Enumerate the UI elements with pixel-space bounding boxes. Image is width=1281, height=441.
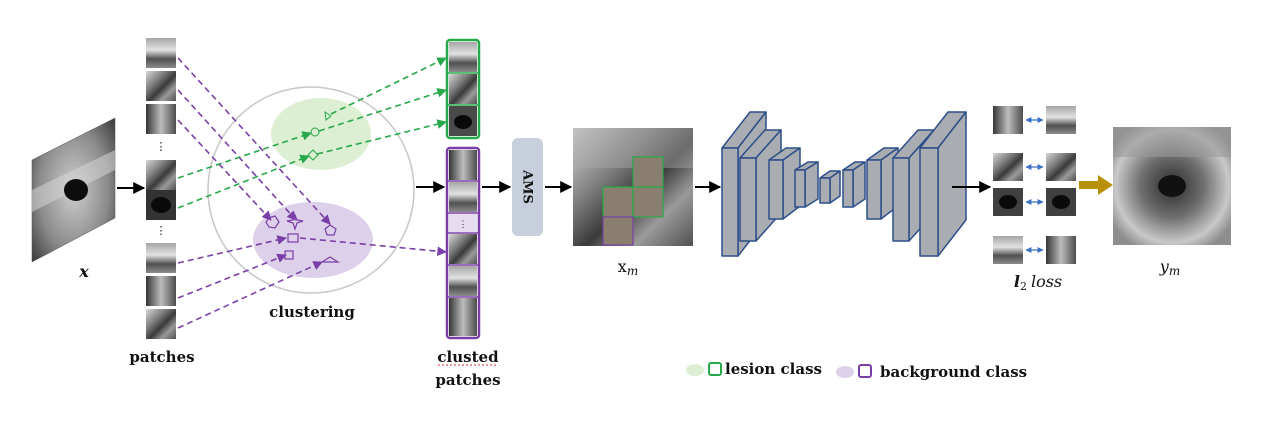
input-label: x xyxy=(78,262,89,281)
legend-background-label: background class xyxy=(880,363,1027,381)
clustering-circle xyxy=(207,86,415,294)
loss-patch-pairs xyxy=(993,106,1076,264)
loss-label: l2 loss xyxy=(1014,272,1062,293)
patches-ellipsis-bottom: ⋮ xyxy=(156,224,167,237)
legend-lesion-blob xyxy=(686,364,704,376)
loss-compare-arrows xyxy=(1025,117,1044,253)
background-patch-stack xyxy=(445,146,481,340)
ams-box xyxy=(512,138,543,236)
clustered-label-line1: clusted xyxy=(437,348,499,366)
lesion-cluster xyxy=(271,98,371,170)
reconstruction-arrow xyxy=(1079,175,1113,195)
lesion-patch-stack xyxy=(445,38,481,140)
clustering-label: clustering xyxy=(269,303,355,321)
background-assignment-arrows xyxy=(177,57,447,329)
legend-background-swatch xyxy=(858,364,872,378)
legend: lesion class background class xyxy=(686,360,1027,381)
ams-label: AMS xyxy=(520,169,535,204)
masked-image xyxy=(573,128,693,246)
legend-background-blob xyxy=(836,366,854,378)
background-cluster-markers xyxy=(265,213,341,263)
output-image xyxy=(1113,127,1231,245)
lesion-assignment-arrows xyxy=(177,57,447,209)
unet-encoder-decoder xyxy=(721,111,967,257)
patches-label: patches xyxy=(129,348,194,366)
legend-lesion-swatch xyxy=(708,362,722,376)
legend-lesion-label: lesion class xyxy=(725,360,822,378)
patch-column xyxy=(146,38,176,339)
output-label: ym xyxy=(1159,257,1180,278)
clustered-label-line2: patches xyxy=(435,371,500,389)
stack-ellipsis: ⋮ xyxy=(459,220,468,230)
masked-label: xm xyxy=(618,257,638,278)
input-image xyxy=(31,117,116,263)
patches-ellipsis-top: ⋮ xyxy=(156,140,167,153)
